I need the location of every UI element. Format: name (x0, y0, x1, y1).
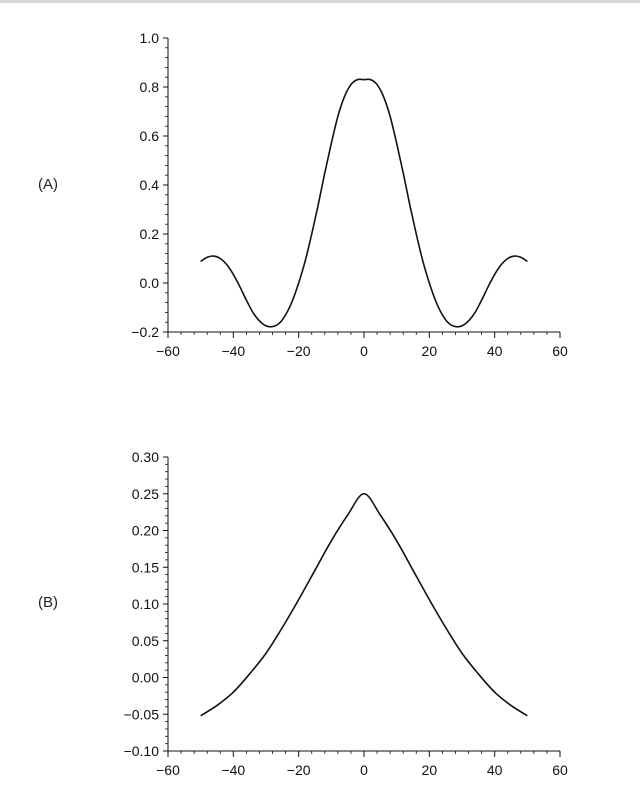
x-tick-label: −60 (156, 762, 180, 778)
y-tick-label: 0.0 (140, 275, 160, 291)
x-tick-label: −40 (221, 762, 245, 778)
y-tick-label: 0.2 (140, 226, 160, 242)
y-tick-label: 0.4 (140, 177, 160, 193)
y-tick-label: 0.6 (140, 128, 160, 144)
y-tick-label: 0.15 (132, 559, 159, 575)
y-tick-label: 0.05 (132, 633, 159, 649)
chart-a: −0.2 0.0 0.2 0.4 0.6 0.8 1.0 −60 −40 −20 0 20 40 60 (131, 30, 568, 359)
y-tick-label: 0.10 (132, 596, 159, 612)
x-tick-label: −60 (156, 343, 180, 359)
y-tick-label: 0.8 (140, 79, 160, 95)
y-tick-label: 0.25 (132, 486, 159, 502)
y-tick-label: −0.2 (131, 324, 159, 340)
x-tick-label: 0 (360, 343, 368, 359)
x-tick-label: 20 (422, 343, 438, 359)
x-tick-label: 40 (487, 762, 503, 778)
x-tick-label: 0 (360, 762, 368, 778)
chart-b: −0.10 −0.05 0.00 0.05 0.10 0.15 0.20 0.25 0.30 −6… (124, 449, 568, 778)
x-tick-label: 20 (422, 762, 438, 778)
y-tick-label: −0.10 (124, 743, 160, 759)
y-tick-label: −0.05 (124, 706, 160, 722)
y-tick-label: 1.0 (140, 30, 160, 46)
x-tick-label: −20 (287, 762, 311, 778)
y-tick-label: 0.20 (132, 523, 159, 539)
x-tick-label: 40 (487, 343, 503, 359)
y-tick-label: 0.00 (132, 670, 159, 686)
x-tick-label: −20 (287, 343, 311, 359)
series-line (201, 79, 528, 327)
x-tick-label: 60 (552, 343, 568, 359)
y-tick-label: 0.30 (132, 449, 159, 465)
series-line (201, 494, 528, 716)
x-tick-label: 60 (552, 762, 568, 778)
x-tick-label: −40 (221, 343, 245, 359)
